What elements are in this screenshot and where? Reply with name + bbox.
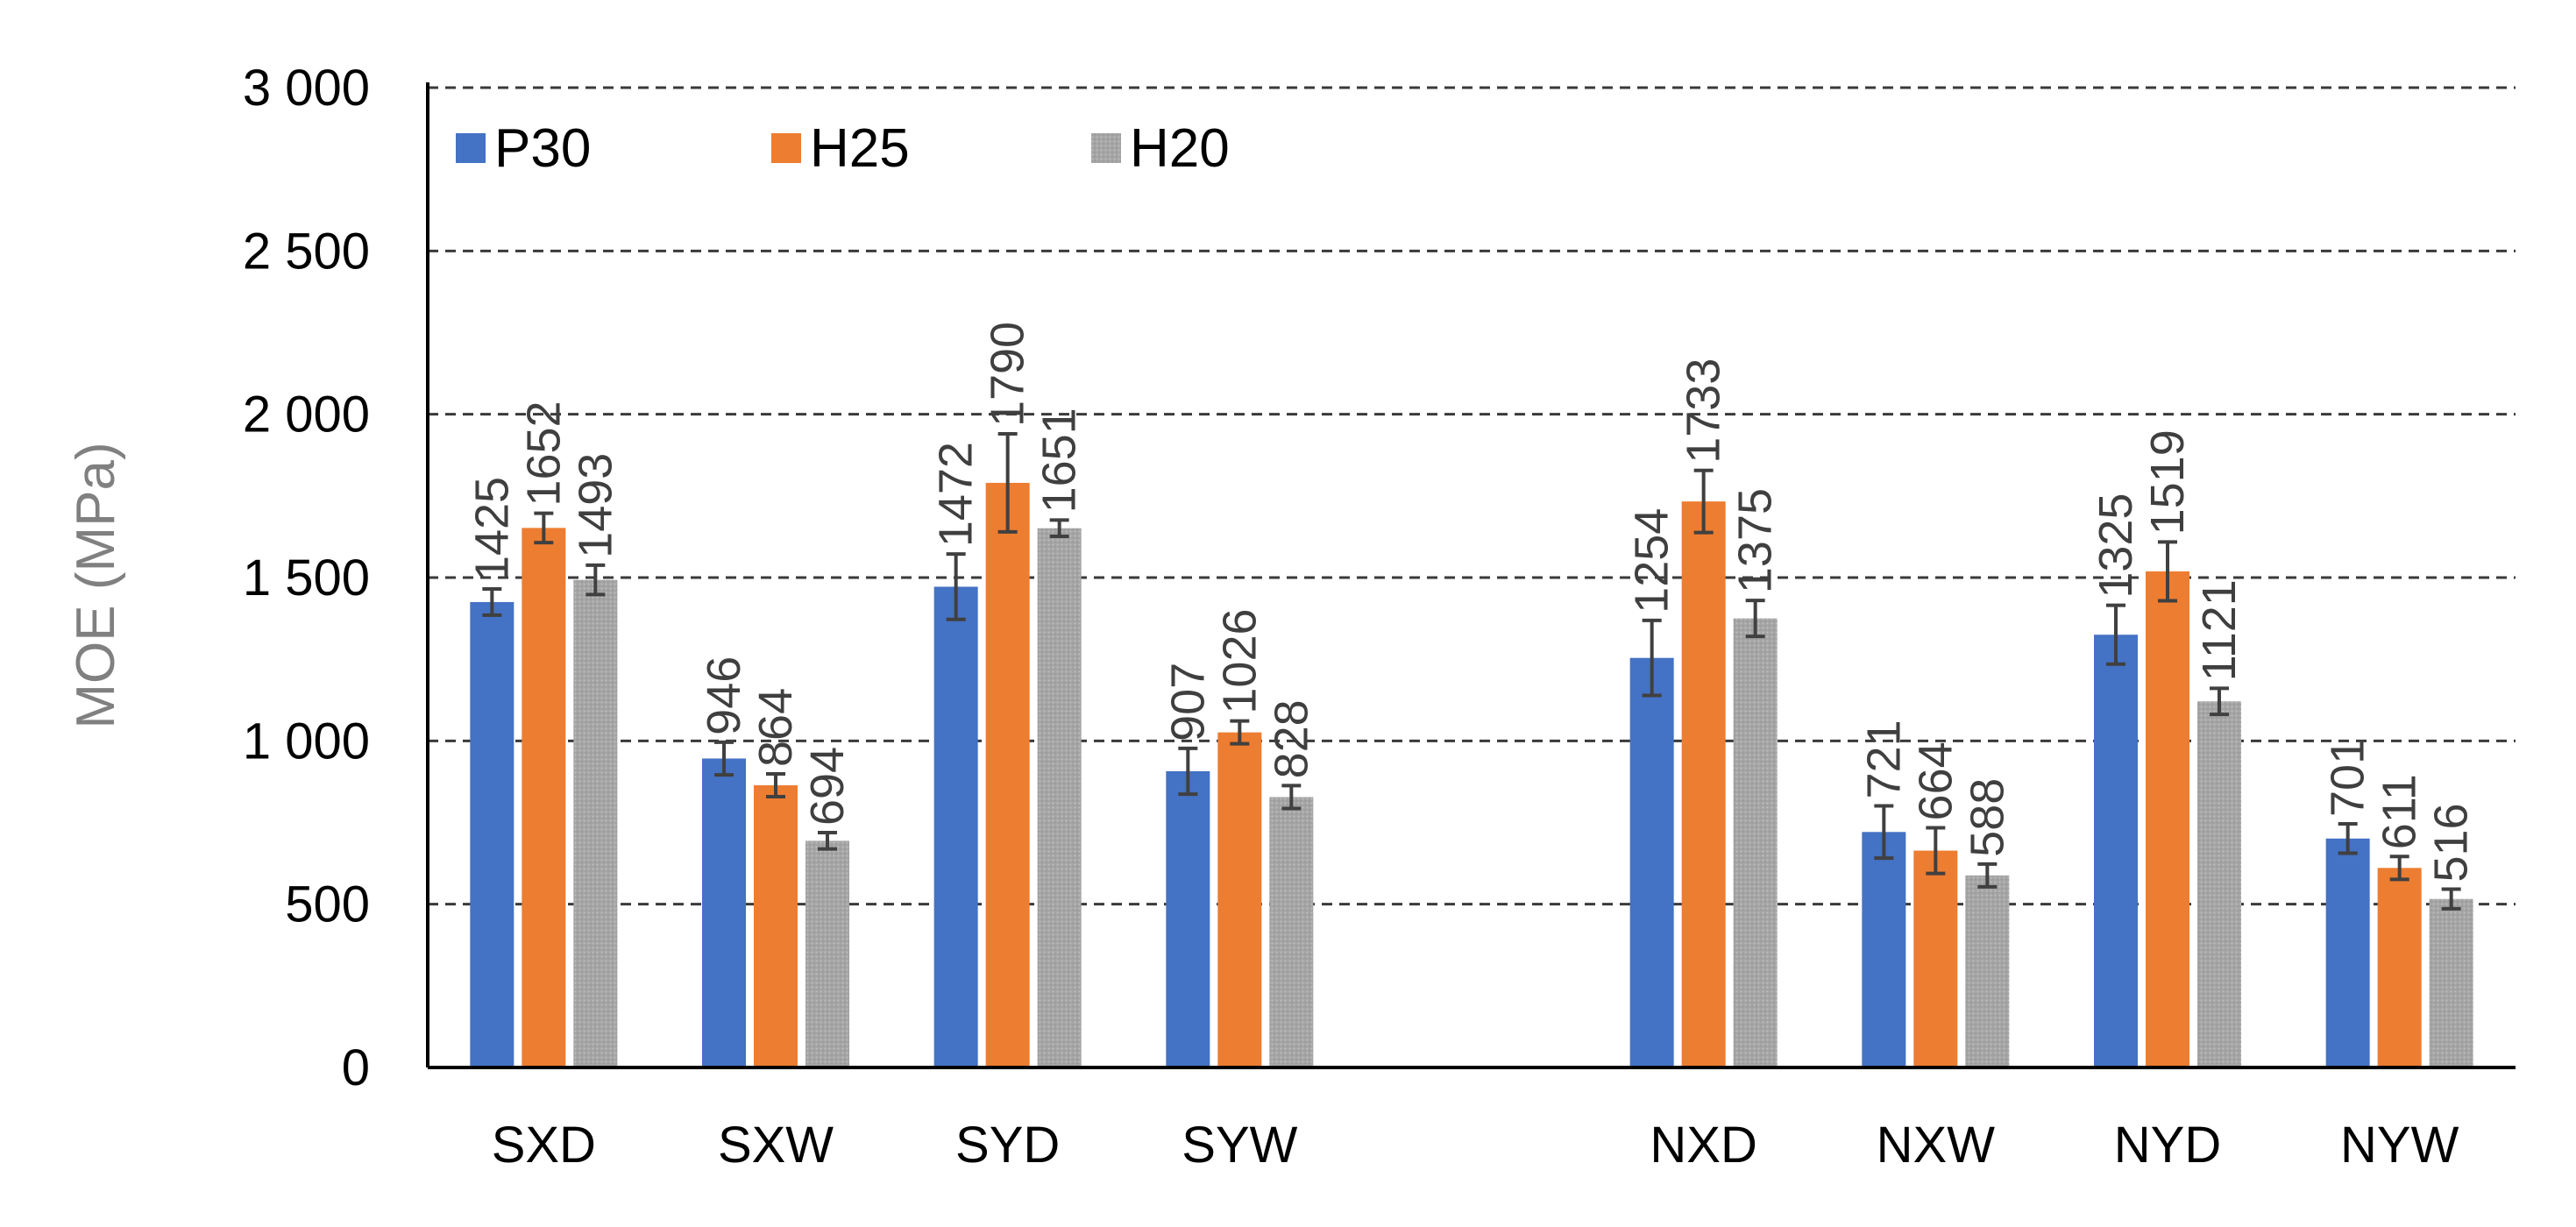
bar-p30-sxd [470, 601, 514, 1067]
data-label: 701 [2322, 738, 2374, 817]
bar-h20-sxd [573, 579, 618, 1067]
x-category-label: NXD [1650, 1117, 1756, 1174]
data-label: 1733 [1678, 358, 1730, 464]
data-label: 664 [1909, 741, 1962, 820]
legend-swatch-h25 [771, 133, 801, 163]
y-tick-label: 3 000 [243, 60, 370, 117]
data-label: 1121 [2193, 579, 2246, 681]
data-label: 588 [1961, 778, 2013, 857]
y-tick-label: 1 500 [243, 550, 370, 606]
bar-h20-nyd [2197, 701, 2241, 1067]
bar-h25-sxd [522, 528, 566, 1067]
data-label: 907 [1161, 663, 1214, 741]
bar-p30-nxd [1629, 657, 1674, 1067]
bar-h25-nyw [2377, 868, 2422, 1067]
y-tick-label: 2 000 [243, 387, 370, 443]
legend-swatch-h20 [1091, 133, 1121, 163]
x-category-label: SYD [955, 1117, 1060, 1174]
y-tick-label: 1 000 [243, 713, 370, 770]
legend-label-h20: H20 [1130, 118, 1230, 179]
data-label: 828 [1265, 699, 1317, 778]
x-category-label: SXD [492, 1117, 596, 1174]
data-label: 1254 [1626, 508, 1678, 614]
legend-swatch-p30 [456, 133, 486, 163]
data-label: 1493 [569, 453, 621, 558]
data-label: 1652 [517, 401, 570, 506]
bar-p30-nxw [1862, 832, 1906, 1067]
y-axis-ticks: 0 500 1 000 1 500 2 000 2 500 3 000 [243, 60, 370, 1096]
bar-h25-nxd [1681, 501, 1726, 1067]
legend: P30 H25 H20 [456, 118, 1230, 179]
x-axis-categories: SXD SXW SYD SYW NXD NXW NYD NYW [492, 1117, 2459, 1174]
bar-h25-syd [985, 482, 1030, 1067]
axes [426, 82, 2516, 1069]
bar-p30-syw [1166, 770, 1210, 1067]
data-label: 694 [801, 747, 854, 826]
bar-h20-nyw [2429, 898, 2473, 1067]
bar-h20-syd [1037, 528, 1082, 1067]
y-axis-title: MOE (MPa) [66, 442, 126, 728]
x-category-label: NYW [2340, 1117, 2459, 1174]
data-label: 516 [2425, 803, 2478, 882]
bar-h20-syw [1269, 797, 1314, 1067]
bar-p30-sxw [702, 758, 746, 1067]
error-bars [482, 432, 2461, 911]
bar-h20-sxw [805, 840, 849, 1067]
data-label: 946 [698, 656, 750, 735]
bar-p30-nyd [2094, 635, 2138, 1067]
data-label: 864 [749, 688, 802, 767]
bar-h20-nxw [1965, 875, 2010, 1067]
data-label: 1026 [1213, 608, 1266, 713]
x-category-label: NYD [2114, 1117, 2221, 1174]
data-label: 1472 [930, 442, 983, 547]
x-category-label: SYW [1182, 1117, 1297, 1174]
x-category-label: SXW [718, 1117, 834, 1174]
data-label: 1375 [1729, 488, 1782, 593]
data-label: 1519 [2141, 429, 2194, 535]
data-label: 1790 [982, 322, 1034, 427]
bar-h25-syw [1217, 732, 1262, 1067]
bar-p30-nyw [2325, 838, 2370, 1067]
data-label: 1651 [1033, 408, 1086, 513]
data-label: 721 [1857, 720, 1910, 798]
bar-h20-nxd [1733, 618, 1778, 1067]
y-tick-label: 500 [285, 876, 370, 933]
bar-p30-syd [933, 586, 978, 1067]
x-category-label: NXW [1877, 1117, 1996, 1174]
data-label: 1325 [2090, 493, 2142, 599]
bars [470, 482, 2473, 1067]
bar-h25-nyd [2146, 571, 2189, 1067]
legend-label-h25: H25 [810, 118, 910, 179]
data-label: 611 [2374, 774, 2426, 849]
bar-h25-nxw [1913, 850, 1958, 1067]
bar-h25-sxw [754, 785, 798, 1067]
y-tick-label: 0 [342, 1039, 370, 1096]
legend-label-p30: P30 [494, 118, 591, 179]
y-tick-label: 2 500 [243, 223, 370, 280]
data-label: 1425 [465, 477, 518, 582]
